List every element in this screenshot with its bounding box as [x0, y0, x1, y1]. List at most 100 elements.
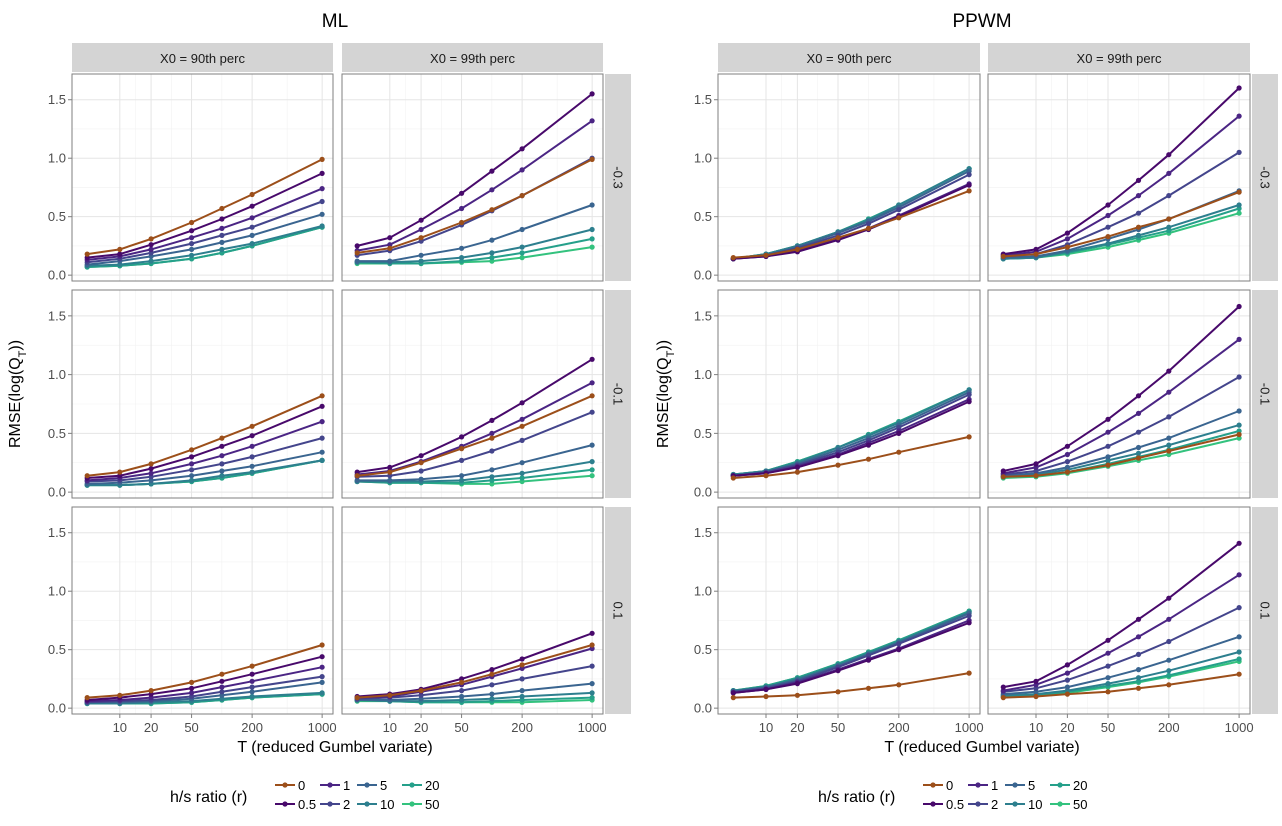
panel-background — [342, 74, 603, 281]
legend-label: 50 — [1073, 797, 1087, 812]
data-point — [387, 464, 393, 470]
legend-title: h/s ratio (r) — [170, 789, 247, 806]
data-point — [865, 456, 872, 462]
y-tick-label: 0.0 — [48, 268, 66, 283]
data-point — [418, 235, 424, 241]
panel-border — [341, 289, 604, 499]
data-point — [219, 689, 225, 695]
data-point — [1236, 149, 1242, 155]
data-point — [519, 146, 525, 152]
data-point — [387, 258, 393, 264]
data-point — [249, 191, 255, 198]
data-point — [148, 242, 154, 248]
data-point — [865, 442, 872, 448]
y-tick-label: 0.0 — [694, 701, 712, 716]
legend-label: 2 — [343, 797, 350, 812]
data-point — [354, 243, 360, 249]
legend-label: 0 — [946, 778, 953, 793]
col-strip — [718, 43, 980, 72]
panel-border — [341, 73, 604, 282]
data-point — [1105, 650, 1111, 656]
data-point — [1236, 408, 1242, 414]
chart-title: ML — [322, 11, 348, 32]
data-point — [519, 250, 525, 256]
data-point — [1166, 389, 1172, 395]
legend-key-point — [364, 782, 370, 788]
legend-label: 20 — [425, 778, 439, 793]
data-point — [489, 682, 495, 688]
data-point — [117, 692, 123, 698]
data-point — [148, 236, 154, 242]
data-point — [1166, 224, 1172, 230]
data-point — [1064, 230, 1070, 236]
data-point — [354, 695, 360, 701]
data-point — [896, 641, 902, 647]
data-point — [1135, 685, 1142, 691]
data-point — [1135, 678, 1142, 684]
data-point — [966, 620, 972, 626]
data-point — [896, 430, 902, 436]
data-point — [519, 460, 525, 466]
data-point — [249, 433, 255, 439]
data-point — [219, 671, 225, 677]
data-point — [319, 449, 325, 455]
data-point — [1105, 681, 1111, 687]
x-tick-label: 200 — [1158, 720, 1180, 735]
data-point — [489, 474, 495, 480]
data-point — [1135, 675, 1142, 681]
data-point — [519, 676, 525, 682]
data-point — [189, 467, 195, 473]
data-point — [1105, 443, 1111, 449]
data-point — [1135, 393, 1142, 399]
data-point — [459, 477, 465, 483]
data-point — [1000, 468, 1006, 474]
panel-r0-c1 — [341, 73, 604, 282]
data-point — [148, 688, 154, 694]
panel-border — [717, 289, 981, 499]
y-axis-title-main: RMSE(log(Q — [7, 357, 24, 448]
data-point — [387, 242, 393, 248]
data-point — [418, 258, 424, 264]
data-point — [459, 255, 465, 261]
data-point — [189, 477, 195, 483]
data-point — [219, 453, 225, 459]
data-point — [489, 237, 495, 243]
data-point — [1105, 637, 1111, 643]
data-point — [249, 241, 255, 247]
data-point — [459, 473, 465, 479]
data-point — [489, 207, 495, 213]
data-point — [589, 393, 595, 399]
data-point — [519, 226, 525, 233]
legend-key-point — [930, 801, 936, 807]
col-strip — [72, 43, 333, 72]
data-point — [354, 473, 360, 479]
legend-label: 5 — [380, 778, 387, 793]
legend-key-point — [1012, 801, 1018, 807]
data-point — [459, 457, 465, 463]
data-point — [489, 250, 495, 256]
data-point — [835, 453, 841, 459]
data-point — [1166, 170, 1172, 176]
data-point — [489, 435, 495, 441]
data-point — [589, 473, 595, 479]
data-point — [1000, 253, 1006, 259]
data-point — [794, 692, 801, 698]
row-strip-label: -0.3 — [611, 166, 626, 188]
data-point — [519, 167, 525, 173]
data-point — [319, 642, 325, 648]
data-point — [1064, 451, 1070, 458]
data-point — [489, 671, 495, 677]
panel-r2-c0 — [717, 506, 981, 715]
data-point — [1064, 443, 1070, 449]
col-strip — [988, 43, 1250, 72]
chart-0: ML X0 = 90th perc X0 = 99th perc -0.3 -0.1 0.… — [7, 11, 631, 812]
data-point — [1135, 667, 1142, 673]
data-point — [519, 475, 525, 481]
panel-r0-c1 — [987, 73, 1251, 282]
data-point — [763, 252, 769, 258]
data-point — [84, 473, 90, 479]
data-point — [418, 453, 424, 459]
data-point — [1064, 662, 1070, 668]
data-point — [319, 223, 325, 229]
